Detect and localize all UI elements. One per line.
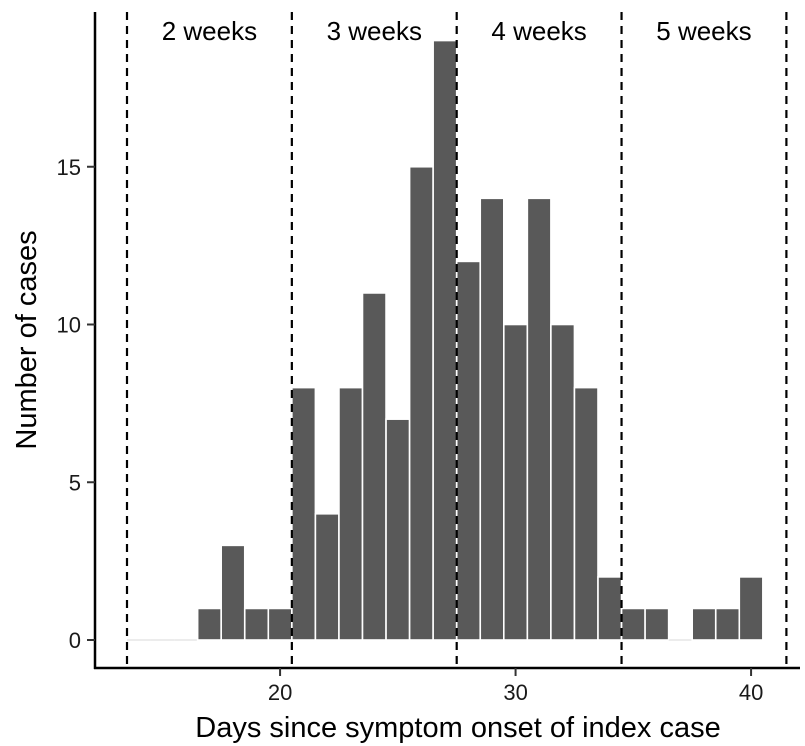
histogram-bar [408,165,434,641]
histogram-bar [291,386,317,641]
histogram-bar [597,576,623,641]
histogram-bar [573,386,599,641]
x-tick-label: 40 [739,680,763,705]
histogram-bar [220,544,246,641]
period-divider-lines [125,12,788,668]
histogram-bar [479,197,505,641]
histogram-bar [738,576,764,641]
x-tick-label: 20 [268,680,292,705]
ticks: 0 5 10 15 20 30 40 [57,155,764,705]
histogram-bar [455,260,482,641]
histogram-bar [361,292,387,641]
histogram-bar [550,323,576,641]
period-label: 2 weeks [162,16,257,46]
histogram-bar [196,607,222,641]
histogram-bar [691,607,717,641]
axes [93,12,800,670]
y-axis-title: Number of cases [11,230,43,449]
histogram-bar [314,512,340,641]
histogram-bar [432,39,458,641]
histogram-bar [644,607,670,641]
histogram-bar [502,323,529,641]
period-label: 4 weeks [491,16,586,46]
y-tick-label: 10 [57,313,81,338]
period-label: 3 weeks [327,16,422,46]
y-tick-label: 15 [57,155,81,180]
y-tick-label: 0 [69,628,81,653]
histogram-bar [267,607,293,641]
x-tick-label: 30 [503,680,527,705]
period-labels: 2 weeks 3 weeks 4 weeks 5 weeks [162,16,752,46]
bars-layer [127,39,764,641]
histogram-bar [243,607,270,641]
histogram-bar [714,607,741,641]
histogram-bar [338,386,364,641]
histogram-bar [620,607,646,641]
histogram-bar [385,418,411,641]
x-axis-title: Days since symptom onset of index case [195,712,720,744]
y-tick-label: 5 [69,470,81,495]
histogram-bar [526,197,552,641]
period-label: 5 weeks [656,16,751,46]
